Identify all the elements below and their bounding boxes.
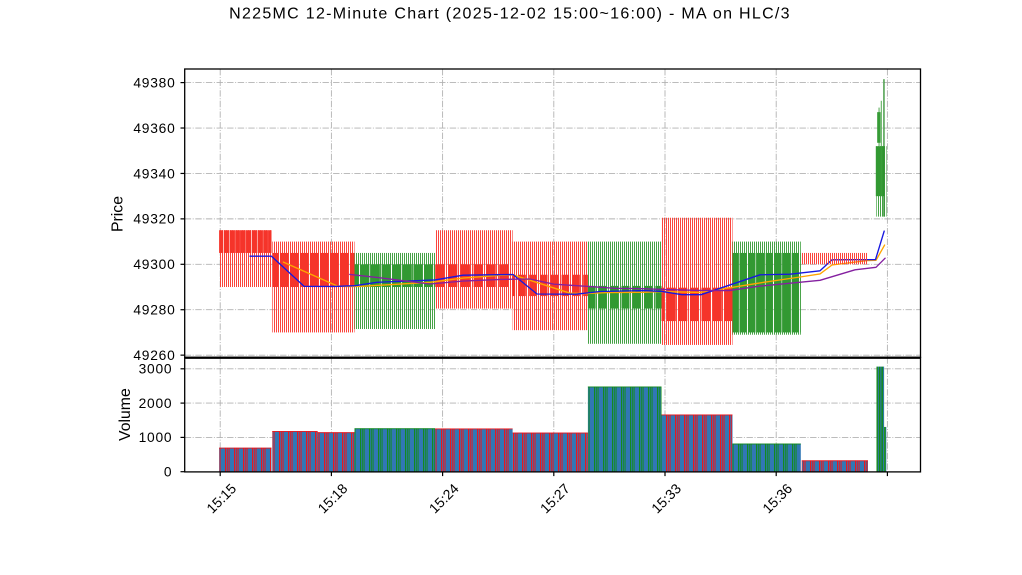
svg-text:2000: 2000 [139,396,173,411]
svg-text:49360: 49360 [133,121,175,136]
svg-text:Volume: Volume [117,388,134,441]
svg-text:1000: 1000 [139,430,173,445]
svg-text:49280: 49280 [133,303,175,318]
svg-text:0: 0 [164,465,172,480]
svg-text:3000: 3000 [139,362,173,377]
svg-text:49340: 49340 [133,166,175,181]
svg-text:Price: Price [110,196,127,232]
svg-text:N225MC 12-Minute Chart (2025-1: N225MC 12-Minute Chart (2025-12-02 15:00… [229,5,791,22]
svg-text:49320: 49320 [133,212,175,227]
svg-text:49260: 49260 [133,348,175,363]
svg-text:49300: 49300 [133,257,175,272]
svg-text:49380: 49380 [133,75,175,90]
